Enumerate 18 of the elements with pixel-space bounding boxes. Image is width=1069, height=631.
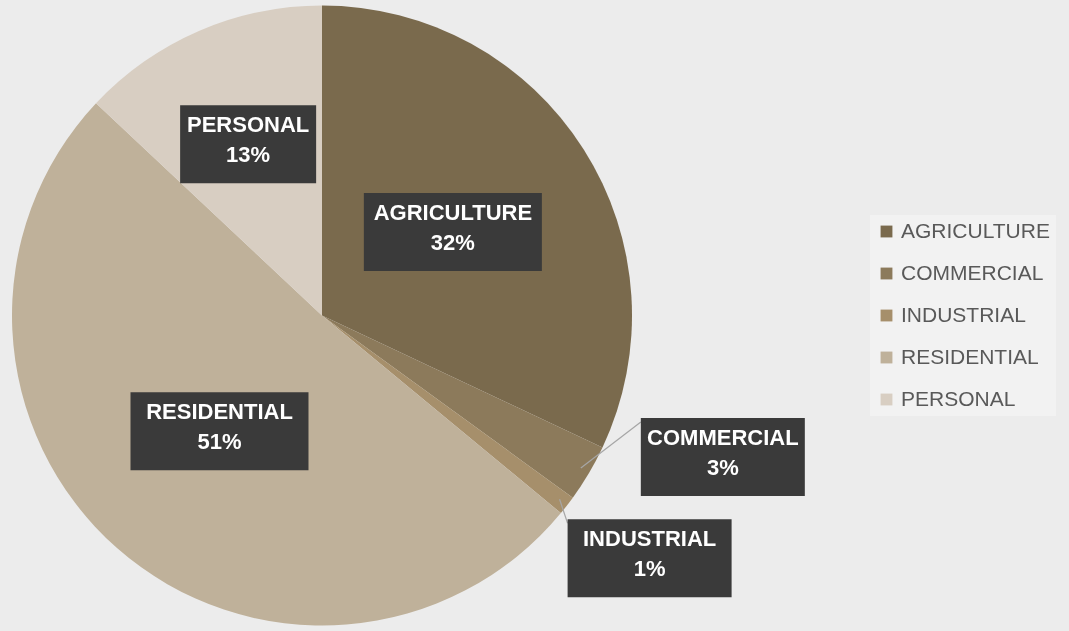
slice-label: PERSONAL	[187, 112, 310, 138]
data-label: 13%	[226, 142, 271, 168]
data-label: 3%	[706, 455, 739, 481]
legend-label: AGRICULTURE	[901, 218, 1050, 242]
legend-label: PERSONAL	[901, 386, 1016, 410]
slice-label: RESIDENTIAL	[146, 399, 293, 425]
pie-slice	[12, 103, 561, 626]
data-label: 51%	[197, 429, 242, 455]
slice-label: AGRICULTURE	[373, 199, 533, 225]
pie-slice	[322, 315, 573, 514]
legend-label: INDUSTRIAL	[901, 302, 1026, 326]
legend-label: COMMERCIAL	[901, 260, 1044, 284]
slice-label: COMMERCIAL	[647, 425, 799, 451]
pie-slice	[322, 315, 603, 498]
data-label: 32%	[430, 229, 475, 255]
data-label: 1%	[633, 556, 666, 582]
legend-label: RESIDENTIAL	[901, 344, 1039, 368]
slice-label: INDUSTRIAL	[582, 526, 717, 552]
